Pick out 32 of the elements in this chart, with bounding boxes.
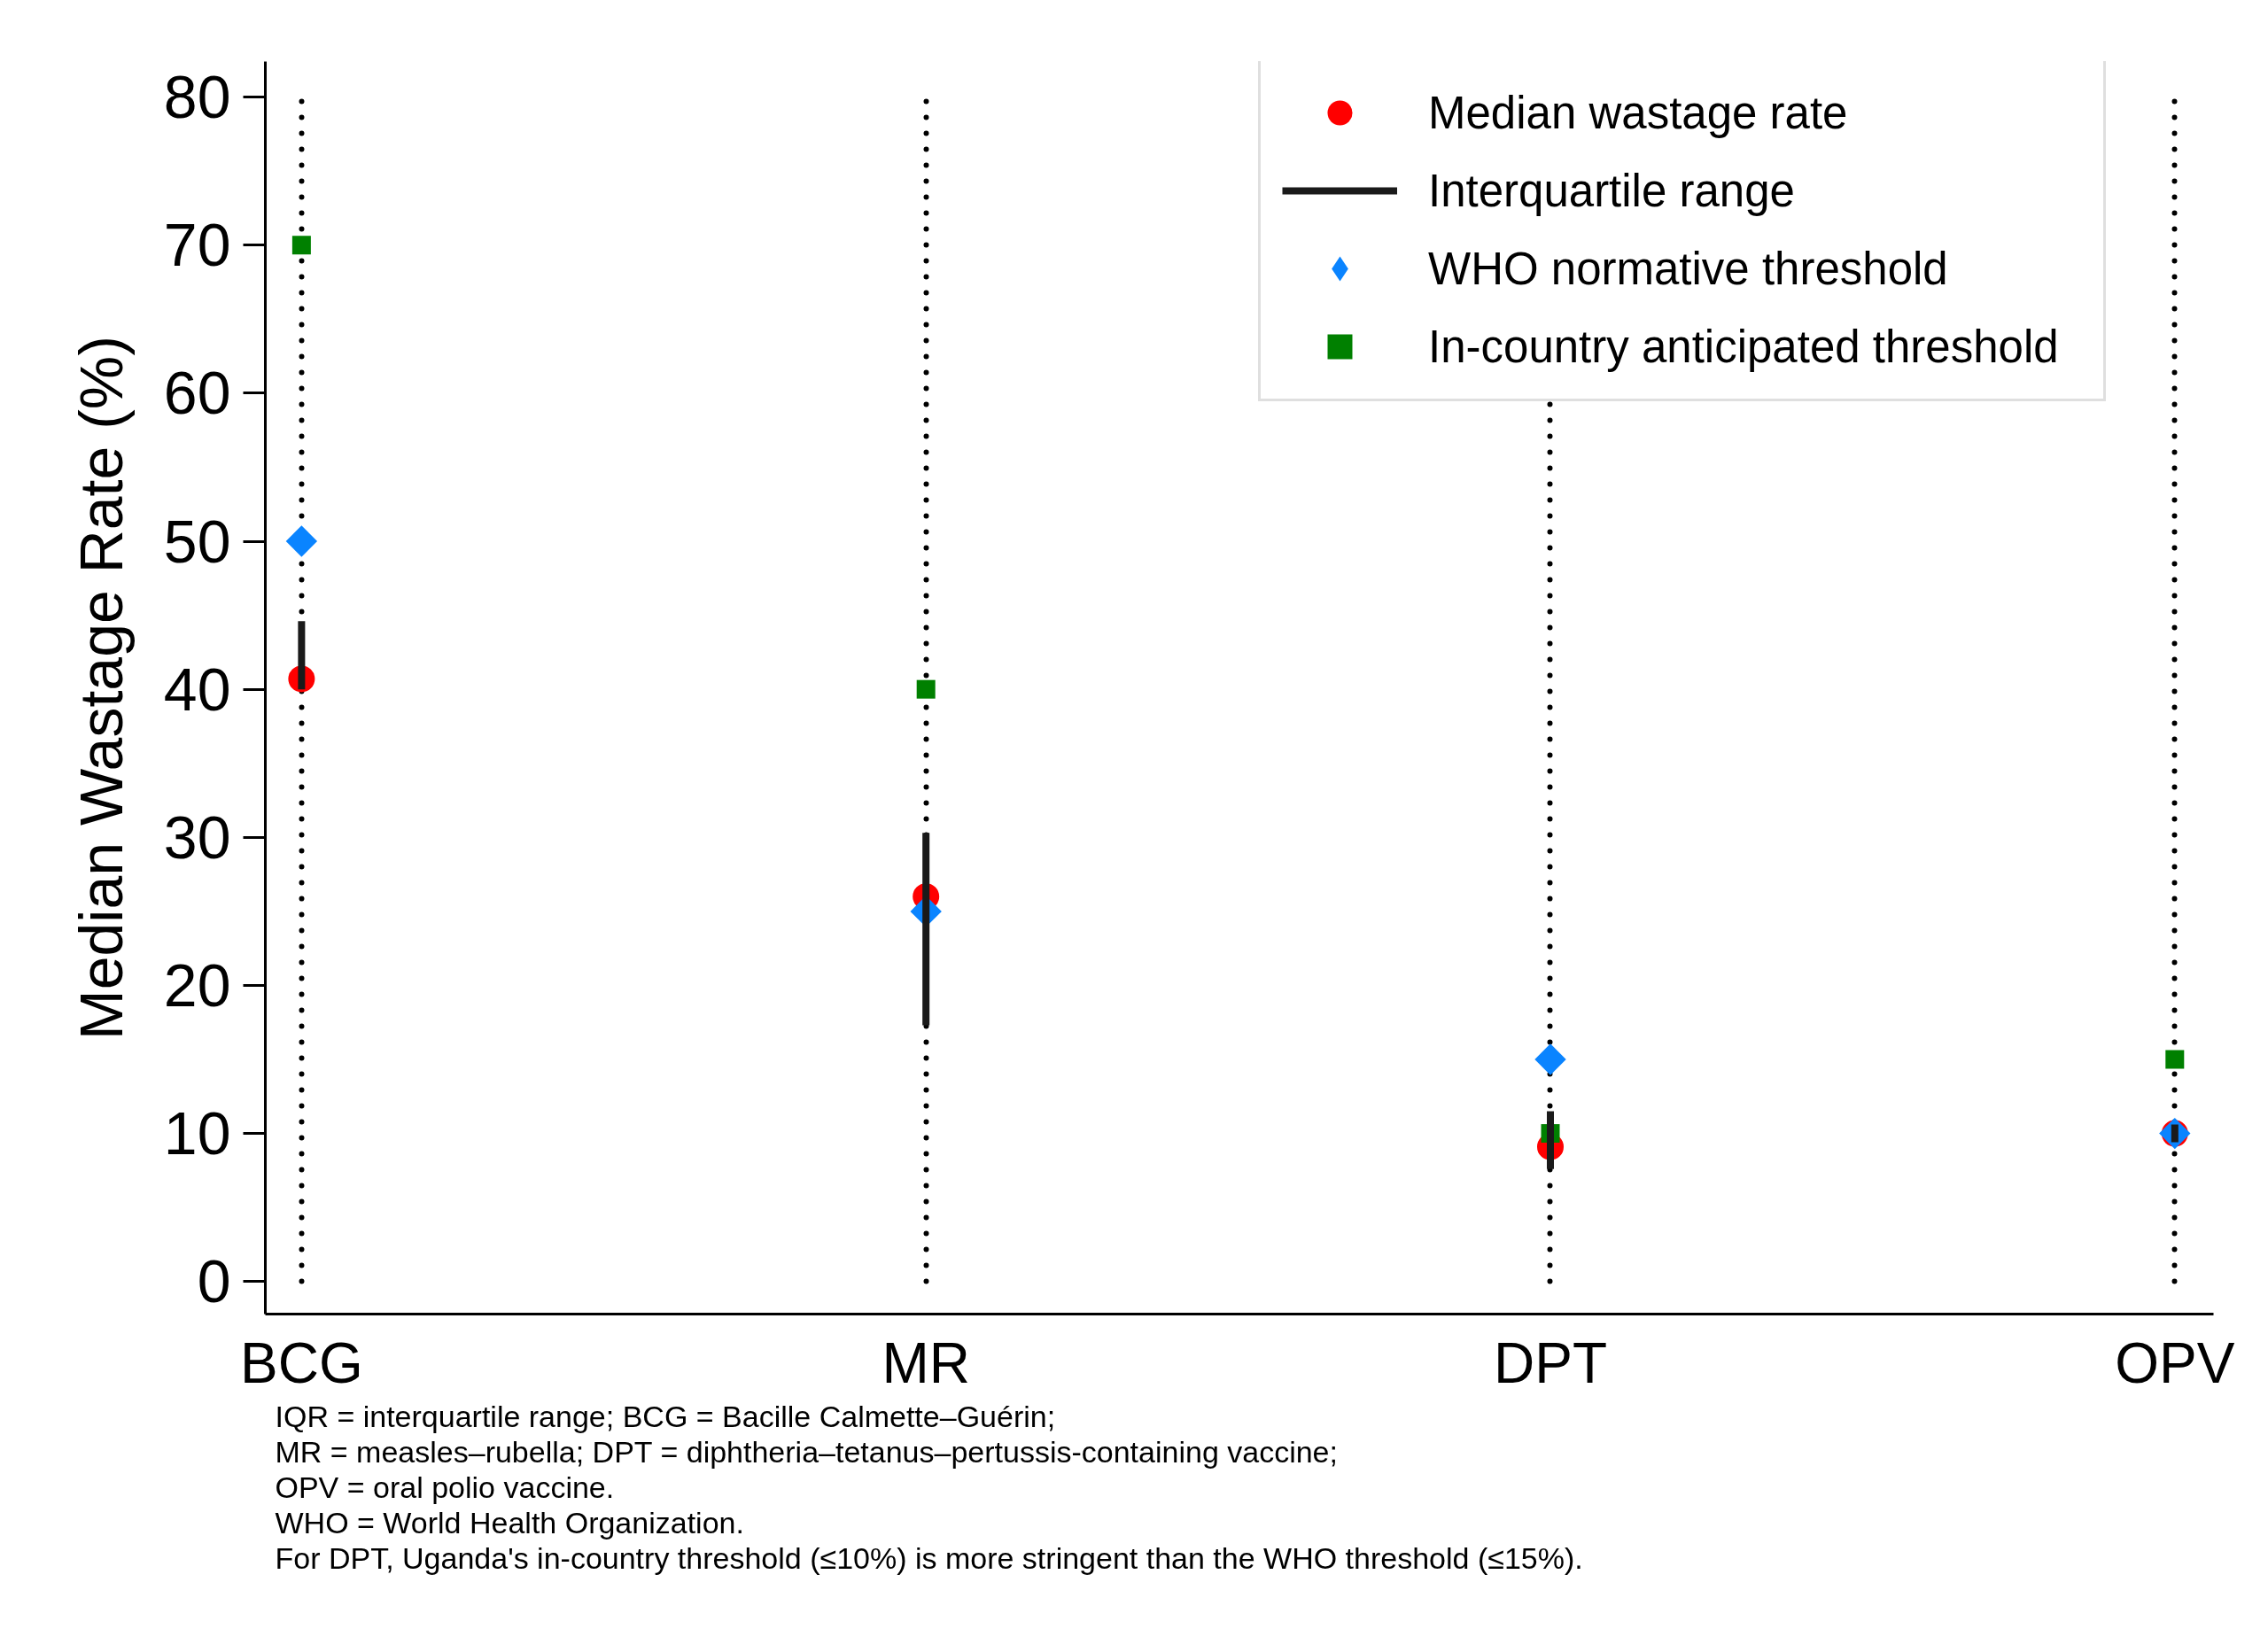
- text: MR = measles–rubella; DPT = diphtheria–tetanus–pertussis-containing vaccine;: [275, 1434, 1338, 1469]
- y-tick-label: 10: [163, 1099, 231, 1167]
- x-tick-label: MR: [882, 1330, 970, 1395]
- bar: [298, 621, 306, 690]
- point: [916, 679, 936, 699]
- bar: [2171, 1124, 2179, 1143]
- y-tick-label: 80: [163, 63, 231, 131]
- text: For DPT, Uganda's in-country threshold (≤10%) is more stringent than the WHO threshold (≤15%).: [275, 1540, 1583, 1575]
- y-tick-label: 40: [163, 655, 231, 723]
- point: [2165, 1050, 2185, 1069]
- bar: [922, 833, 930, 1026]
- y-tick-label: 70: [163, 211, 231, 279]
- y-tick-label: 50: [163, 507, 231, 575]
- text: WHO = World Health Organization.: [275, 1505, 744, 1540]
- x-tick-label: DPT: [1493, 1330, 1607, 1395]
- text: OPV = oral polio vaccine.: [275, 1470, 615, 1504]
- point: [285, 525, 318, 557]
- y-tick-label: 30: [163, 803, 231, 871]
- legend-label: In-country anticipated threshold: [1428, 320, 2060, 374]
- y-axis-title: Median Wastage Rate (%): [66, 336, 135, 1040]
- legend-label: WHO normative threshold: [1428, 242, 1949, 296]
- point: [1534, 1043, 1566, 1075]
- text: IQR = interquartile range; BCG = Bacille Calmette–Guérin;: [275, 1399, 1056, 1433]
- y-tick-label: 20: [163, 950, 231, 1019]
- y-tick-label: 0: [197, 1247, 231, 1315]
- x-tick-label: OPV: [2115, 1330, 2235, 1395]
- y-tick-label: 60: [163, 359, 231, 427]
- legend-label: Interquartile range: [1428, 164, 1796, 218]
- point: [291, 236, 311, 255]
- legend-label: Median wastage rate: [1428, 86, 1849, 140]
- bar: [1546, 1111, 1554, 1169]
- x-tick-label: BCG: [240, 1330, 363, 1395]
